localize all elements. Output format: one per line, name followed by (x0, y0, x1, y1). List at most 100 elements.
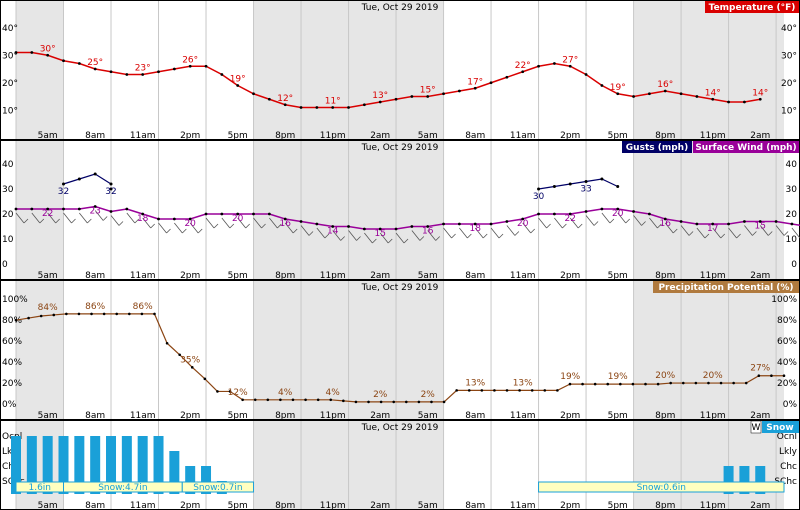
precip-point (782, 374, 786, 378)
precip-point (228, 390, 232, 393)
chart-title: Precipitation Potential (%) (658, 283, 793, 293)
wind-data-label: 16 (279, 219, 291, 229)
snow-amount-box (538, 481, 785, 493)
precip-point (279, 398, 282, 402)
wind-data-label: 32 (105, 187, 116, 197)
wind-barb (205, 217, 215, 229)
time-tick: 11pm (700, 501, 726, 510)
wind-barb-flag (182, 228, 187, 234)
surface-wind-point (711, 222, 715, 226)
wind-data-label: 18 (137, 214, 149, 224)
snow-bar (26, 436, 37, 494)
precip-point (253, 398, 257, 402)
legend-gusts-box (622, 141, 692, 153)
time-tick: 8pm (655, 131, 675, 141)
y-tick-left: 80% (2, 316, 22, 326)
precip-point (455, 389, 458, 392)
time-tick: 2am (750, 411, 770, 421)
wind-barb-flag (419, 236, 425, 241)
temperature-point (62, 59, 65, 63)
wind-barb-flag (324, 233, 330, 239)
temperature-point (711, 97, 715, 101)
legend-wind-box (693, 141, 799, 153)
snow-bar (42, 436, 53, 494)
wind-barb-flag (720, 233, 726, 239)
wind-barb (15, 212, 25, 224)
temperature-point (743, 100, 746, 104)
wind-data-label: 22 (565, 214, 576, 224)
temperature-point (442, 92, 445, 96)
time-tick: 8pm (275, 131, 295, 141)
chart-title-box (653, 281, 799, 293)
y-tick-left: 20% (2, 379, 22, 389)
time-tick: 2pm (180, 271, 200, 281)
precip-point (65, 312, 68, 316)
precip-point (329, 398, 333, 402)
precip-data-label: 35% (180, 355, 200, 365)
time-tick: 5pm (608, 271, 628, 281)
temperature-point (758, 97, 762, 101)
wind-barb-flag (672, 228, 678, 234)
surface-wind-point (426, 225, 430, 228)
precip-point (430, 400, 433, 404)
surface-wind-point (521, 217, 525, 221)
wind-barb (728, 227, 737, 239)
surface-wind-point (442, 222, 445, 226)
precip-point (467, 389, 471, 392)
wind-barb (269, 217, 278, 229)
night-shade (16, 420, 64, 510)
legend-snow: Snow (766, 423, 793, 433)
snow-bar (121, 436, 132, 494)
time-tick: 8am (85, 501, 105, 510)
snow-bar (74, 436, 85, 494)
temperature-point (188, 64, 192, 68)
wind-barb (712, 227, 722, 239)
surface-wind-point (695, 222, 699, 226)
precip-point (304, 398, 307, 402)
snow-bar (90, 436, 101, 494)
temperature-data-label: 13° (372, 91, 388, 101)
temperature-point (125, 73, 129, 76)
y-tick-left: 60% (2, 337, 22, 347)
y-tick-right: 30° (781, 51, 797, 61)
temperature-point (537, 64, 540, 68)
wind-barb (617, 212, 627, 224)
surface-wind-point (347, 225, 350, 228)
temperature-point (505, 75, 509, 79)
wind-barb (79, 212, 88, 224)
temperature-data-label: 14° (752, 88, 768, 98)
wind-barb-flag (71, 218, 76, 224)
time-tick: 5pm (228, 411, 248, 421)
wind-barb-flag (372, 238, 377, 244)
temperature-point (378, 100, 382, 104)
wind-data-label: 23 (89, 207, 100, 217)
temperature-point (394, 97, 398, 101)
precip-data-label: 86% (85, 302, 105, 312)
surface-wind-point (600, 207, 604, 211)
temperature-point (236, 84, 240, 87)
temperature-point (77, 62, 81, 65)
wind-barb-flag (767, 231, 773, 236)
temperature-data-label: 26° (182, 55, 198, 65)
temperature-data-label: 16° (657, 80, 673, 90)
precip-point (493, 389, 496, 392)
wind-barb (253, 217, 262, 229)
precip-point (631, 382, 635, 386)
temperature-data-label: 14° (705, 88, 721, 98)
time-tick: 11am (510, 131, 536, 141)
surface-wind-point (30, 207, 34, 211)
temperature-point (473, 86, 477, 90)
night-shade (633, 280, 784, 420)
surface-wind-point (220, 212, 224, 216)
temperature-point (299, 106, 303, 109)
precip-point (77, 312, 81, 316)
surface-wind-point (362, 227, 366, 231)
precip-point (27, 316, 30, 320)
precip-point (367, 400, 370, 404)
gust-point (62, 182, 66, 186)
wind-barb (395, 232, 405, 244)
wind-barb-flag (245, 223, 250, 229)
wind-data-label: 33 (580, 185, 591, 195)
wind-barb (300, 225, 310, 236)
